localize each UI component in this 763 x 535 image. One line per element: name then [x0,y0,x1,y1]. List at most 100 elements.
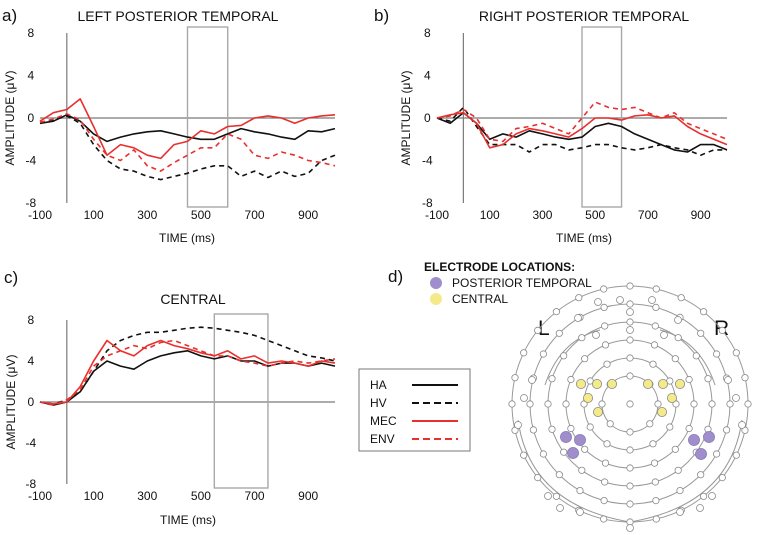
electrode [586,423,594,431]
electrode [603,440,611,448]
x-tick-label-a: 500 [191,208,211,222]
y-tick-label-c: -8 [25,477,36,491]
x-tick-label-b: 900 [691,208,711,222]
electrode [601,478,609,486]
y-tick-label-b: -4 [422,154,433,168]
electrode [526,400,534,408]
electrode [696,504,704,512]
series-line-ha-c [39,349,336,406]
electrode [646,420,654,428]
electrode [514,421,522,429]
electrode [601,322,609,330]
electrode [601,341,610,349]
x-tick-label-c: 500 [191,489,211,503]
electrode [674,316,682,324]
legend-label-hv: HV [370,396,387,410]
electrode [648,296,656,304]
panel-c: c) CENTRAL 8 4 0 -4 -8-100 100 300 500 700 900 TI… [4,268,336,527]
electrode [699,308,708,316]
y-tick-label-b: -8 [422,196,433,210]
central-electrode [583,392,594,403]
electrode [726,400,734,408]
y-tick-label-b: 4 [424,69,431,83]
central-electrode [607,378,618,389]
electrode [650,459,659,467]
electrode [626,300,634,308]
electrode [744,400,752,408]
electrode [548,375,556,383]
posterior-temporal-label: POSTERIOR TEMPORAL [452,276,592,290]
electrode [699,492,708,500]
electrode [606,420,614,428]
y-tick-label-c: 0 [27,395,34,409]
series-line-hv-b [436,106,727,156]
electrode [651,322,659,330]
electrode [626,500,634,508]
electrode [560,352,568,360]
electrode [649,440,657,448]
electrode [616,296,624,304]
plot-area-a: 8 4 0 -4 -8-100 100 300 500 700 900 [25,26,336,222]
electrode [574,314,582,322]
panel-d: d) ELECTRODE LOCATIONS: POSTERIOR TEMPOR… [388,260,752,532]
electrode [544,400,552,408]
posterior-temporal-electrode [688,434,700,446]
x-tick-label-c: 300 [137,489,157,503]
electrode [676,508,684,516]
electrode [708,492,716,500]
electrode [692,352,700,360]
x-tick-label-b: 300 [532,208,552,222]
x-tick-label-c: 100 [84,489,104,503]
central-electrode [657,406,668,417]
electrode [539,350,548,358]
electrode [528,376,536,384]
electrode [654,400,662,408]
electrode [576,486,584,495]
electrode [704,375,712,383]
y-tick-label-a: 8 [27,26,34,40]
series-line-mec-c [39,339,336,405]
y-tick-label-a: 0 [27,111,34,125]
electrode [697,471,705,479]
electrode [552,308,561,316]
y-tick-label-b: 0 [424,111,431,125]
x-tick-label-c: 700 [245,489,265,503]
x-tick-label-b: -100 [425,208,449,222]
electrode [626,482,634,490]
electrode [603,360,611,368]
electrode [626,282,634,290]
posterior-temporal-electrode [567,447,579,459]
x-tick-label-a: -100 [28,208,52,222]
central-electrode [576,378,587,389]
plot-area-b: 8 4 0 -4 -8-100 100 300 500 700 900 [422,26,728,222]
electrode [626,318,634,326]
y-axis-label-c: AMPLITUDE (μV) [4,355,18,450]
analysis-window-a [186,26,229,208]
series-line-hv-a [39,115,336,181]
electrode [529,426,538,434]
electrode [600,303,608,311]
electrode [651,478,659,486]
electrode [520,349,528,357]
x-tick-label-b: 700 [638,208,658,222]
electrode [600,496,608,505]
analysis-window-b [581,26,623,208]
electrode [534,473,542,482]
panel-label-d: d) [388,267,403,286]
central-swatch [430,293,442,305]
head-left-label: L [538,317,550,340]
analysis-window-c [213,313,269,489]
electrode [600,285,608,293]
y-axis-label-a: AMPLITUDE (μV) [3,71,17,166]
electrode [552,492,561,500]
central-electrode [675,378,686,389]
electrode [697,329,705,337]
electrode [626,326,634,334]
panel-label-b: b) [374,6,389,25]
posterior-temporal-electrode [703,431,715,443]
central-label: CENTRAL [452,292,508,306]
electrode [626,524,634,532]
electrode [708,400,716,408]
electrode [626,428,634,436]
